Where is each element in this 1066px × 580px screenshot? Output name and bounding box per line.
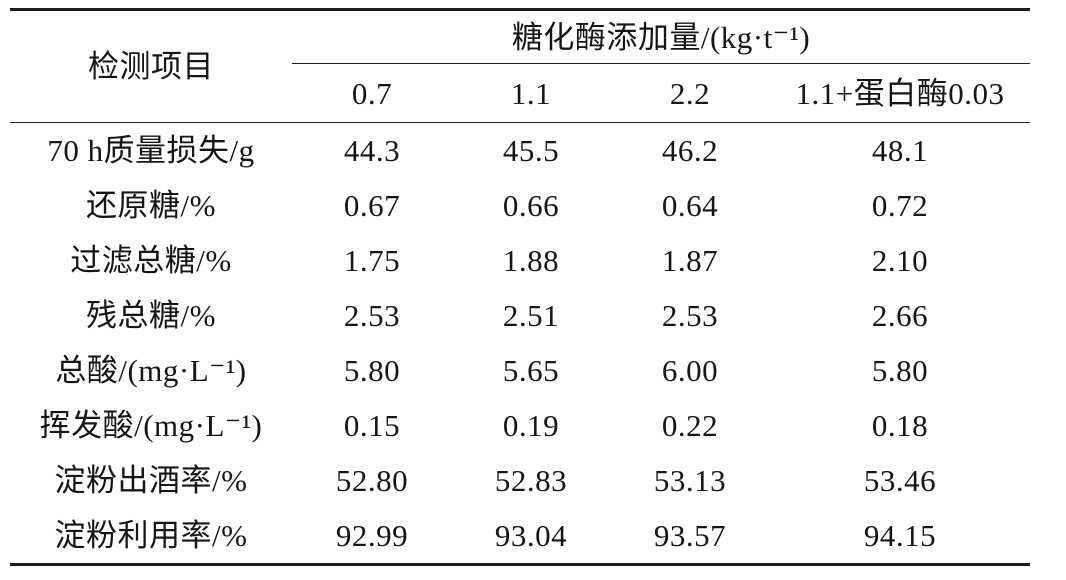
table-cell: 93.04 [494, 518, 568, 553]
table-cell: 1.75 [343, 243, 401, 278]
row-label: 淀粉利用率/% [54, 518, 248, 553]
table-row: 还原糖/% 0.67 0.66 0.64 0.72 [10, 178, 1030, 233]
table-row: 挥发酸/(mg·L⁻¹) 0.15 0.19 0.22 0.18 [10, 398, 1030, 453]
table-cell: 48.1 [871, 133, 929, 168]
table-cell: 2.10 [871, 243, 929, 278]
column-header-2.2: 2.2 [610, 63, 770, 123]
row-label: 还原糖/% [86, 188, 216, 223]
table-cell: 0.66 [502, 188, 560, 223]
column-header-1.1: 1.1 [452, 63, 610, 123]
row-label: 总酸/(mg·L⁻¹) [55, 353, 247, 388]
table-cell: 5.80 [871, 353, 929, 388]
row-label: 过滤总糖/% [70, 243, 232, 278]
row-label: 残总糖/% [86, 298, 216, 333]
table-cell: 52.80 [335, 463, 409, 498]
corner-header: 检测项目 [10, 9, 292, 123]
table-row: 淀粉利用率/% 92.99 93.04 93.57 94.15 [10, 508, 1030, 565]
table-cell: 45.5 [502, 133, 560, 168]
row-label: 70 h质量损失/g [47, 133, 255, 168]
table-cell: 0.64 [661, 188, 719, 223]
table-cell: 2.53 [343, 298, 401, 333]
table-cell: 46.2 [661, 133, 719, 168]
table-row: 70 h质量损失/g 44.3 45.5 46.2 48.1 [10, 123, 1030, 179]
table-cell: 53.13 [653, 463, 727, 498]
header-group-row: 检测项目 糖化酶添加量/(kg·t⁻¹) [10, 9, 1031, 123]
group-header: 糖化酶添加量/(kg·t⁻¹) [292, 9, 1031, 64]
table-row: 过滤总糖/% 1.75 1.88 1.87 2.10 [10, 233, 1030, 288]
table-cell: 52.83 [494, 463, 568, 498]
table-cell: 5.80 [343, 353, 401, 388]
table-cell: 1.87 [661, 243, 719, 278]
table-cell: 0.19 [502, 408, 560, 443]
table-cell: 53.46 [863, 463, 937, 498]
table-cell: 94.15 [863, 518, 937, 553]
row-label: 淀粉出酒率/% [54, 463, 248, 498]
row-label: 挥发酸/(mg·L⁻¹) [39, 408, 263, 443]
table-cell: 93.57 [653, 518, 727, 553]
table-cell: 2.51 [502, 298, 560, 333]
table-cell: 0.18 [871, 408, 929, 443]
table-cell: 0.67 [343, 188, 401, 223]
page: 检测项目 糖化酶添加量/(kg·t⁻¹) 0.7 1.1 2.2 1.1+蛋白酶… [0, 8, 1066, 580]
results-table: 检测项目 糖化酶添加量/(kg·t⁻¹) 0.7 1.1 2.2 1.1+蛋白酶… [10, 8, 1031, 566]
table-row: 总酸/(mg·L⁻¹) 5.80 5.65 6.00 5.80 [10, 343, 1030, 398]
table-cell: 2.53 [661, 298, 719, 333]
header-subhead-row: 0.7 1.1 2.2 1.1+蛋白酶0.03 [10, 63, 1031, 123]
table-row: 残总糖/% 2.53 2.51 2.53 2.66 [10, 288, 1030, 343]
table-row: 淀粉出酒率/% 52.80 52.83 53.13 53.46 [10, 453, 1030, 508]
table-cell: 6.00 [661, 353, 719, 388]
table-cell: 1.88 [502, 243, 560, 278]
table-cell: 2.66 [871, 298, 929, 333]
column-header-1.1-protease: 1.1+蛋白酶0.03 [770, 63, 1031, 123]
table-cell: 0.22 [661, 408, 719, 443]
table-cell: 44.3 [343, 133, 401, 168]
table-cell: 5.65 [502, 353, 560, 388]
table-cell: 0.72 [871, 188, 929, 223]
table-cell: 92.99 [335, 518, 409, 553]
table-cell: 0.15 [343, 408, 401, 443]
column-header-0.7: 0.7 [292, 63, 452, 123]
